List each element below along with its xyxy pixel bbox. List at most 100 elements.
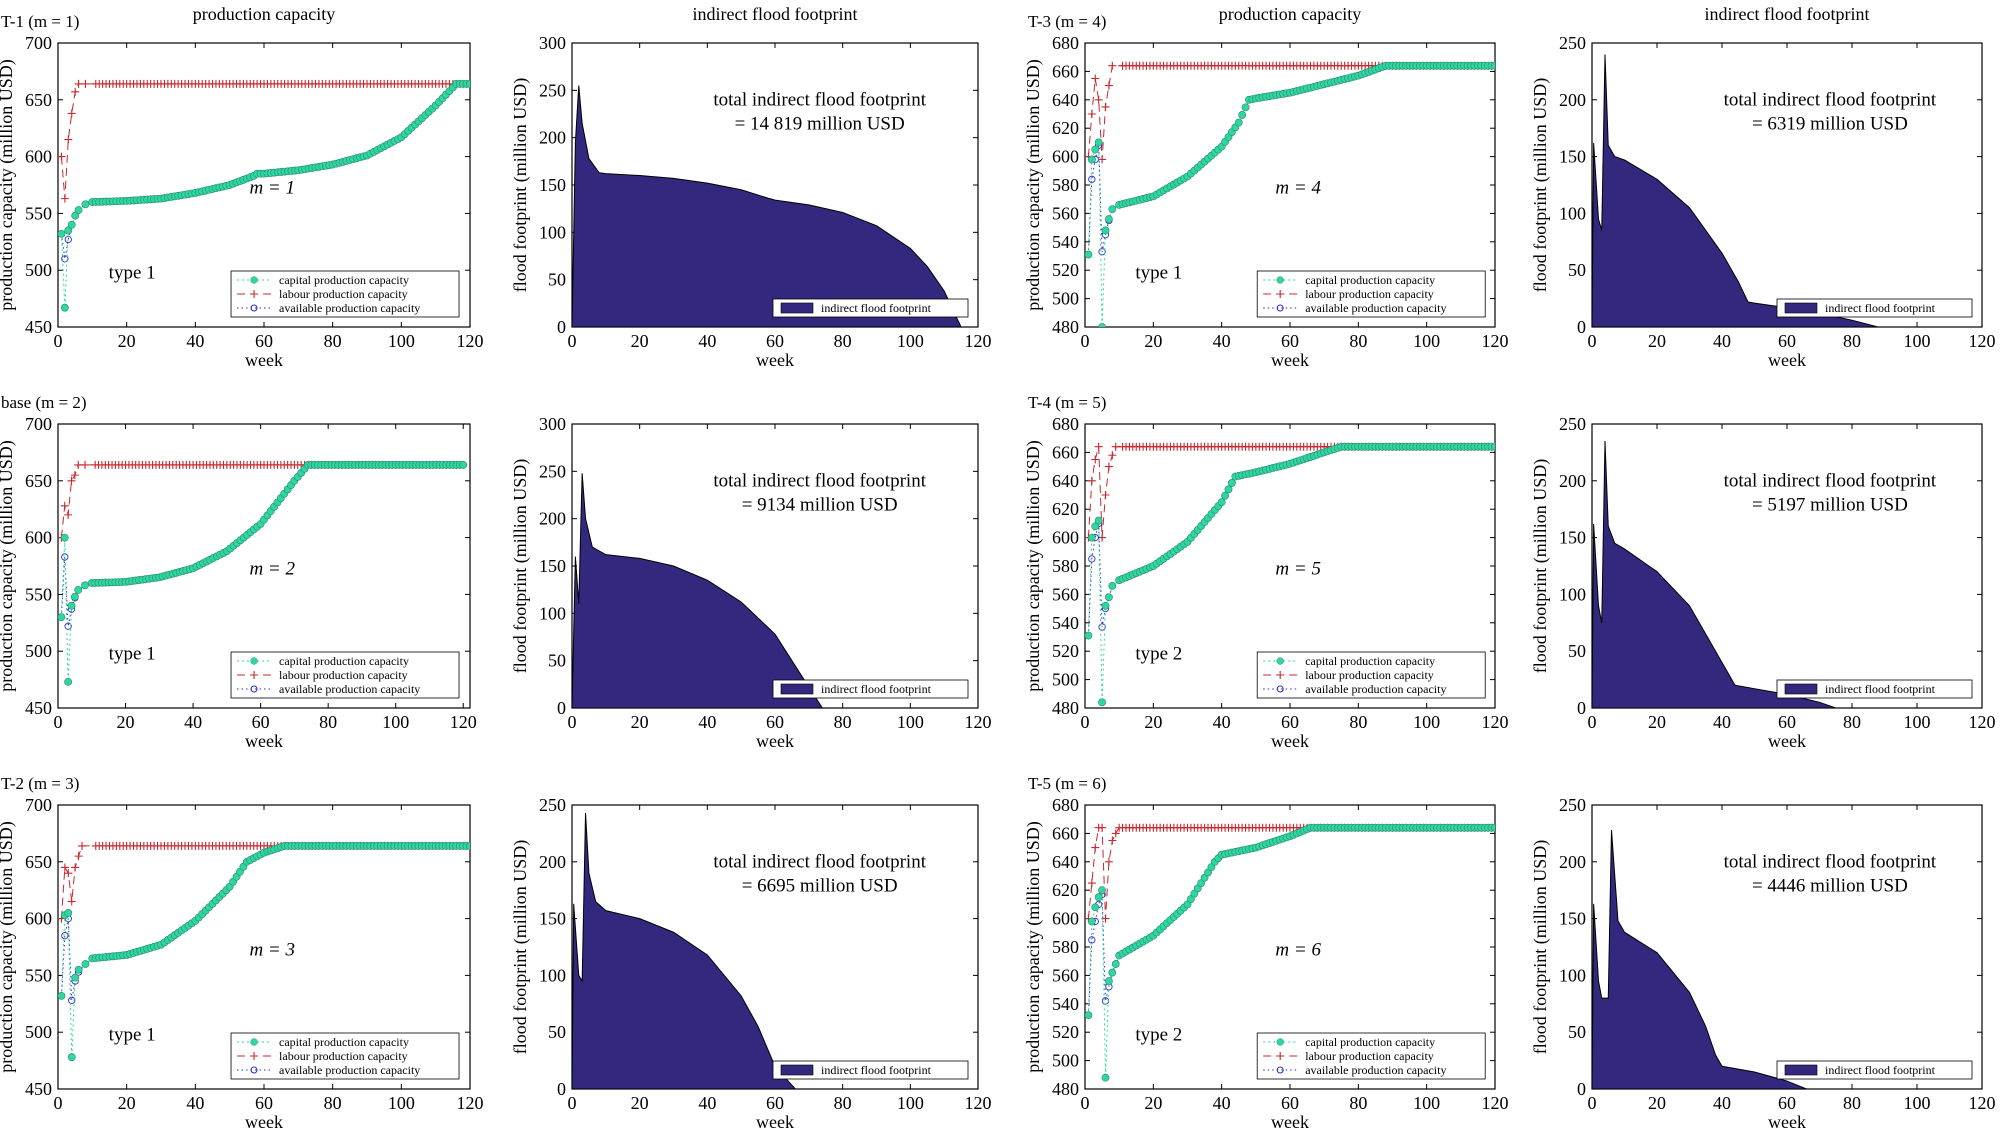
x-tick-label: 80 (834, 1093, 852, 1113)
y-tick-label: 0 (1577, 1079, 1586, 1099)
data-point (60, 501, 69, 510)
y-tick-label: 550 (25, 965, 52, 985)
y-tick-label: 250 (539, 461, 566, 481)
data-point (81, 581, 89, 590)
y-tick-label: 150 (539, 175, 566, 195)
legend-label: labour production capacity (279, 668, 408, 682)
panel-label: T-4 (m = 5) (1028, 393, 1106, 412)
chart-panel-4: indirect flood footprint 0 20 40 60 80 100 120 0… (1530, 4, 1996, 370)
y-tick-label: 250 (1559, 414, 1586, 434)
data-point (1105, 593, 1113, 602)
legend-marker (250, 290, 259, 298)
legend-label: labour production capacity (1305, 668, 1434, 682)
series-group (1085, 823, 1495, 1082)
x-tick-label: 120 (457, 331, 484, 351)
legend-marker (250, 1066, 258, 1074)
y-tick-label: 200 (539, 852, 566, 872)
legend-swatch (780, 683, 814, 695)
data-point (1101, 491, 1110, 499)
x-tick-label: 60 (255, 331, 273, 351)
annotation-line-1: total indirect flood footprint (1724, 470, 1937, 491)
x-tick-label: 100 (1904, 331, 1931, 351)
x-tick-label: 80 (1843, 712, 1861, 732)
legend-swatch (1784, 302, 1818, 314)
series-group (1085, 442, 1495, 707)
legend-marker (1276, 276, 1284, 284)
x-axis-label: week (756, 1112, 794, 1132)
x-tick-label: 120 (1482, 712, 1509, 732)
x-tick-label: 60 (252, 712, 270, 732)
data-point (1108, 581, 1117, 590)
series-group (58, 79, 470, 312)
x-tick-label: 0 (54, 331, 63, 351)
legend-swatch (1784, 683, 1818, 695)
legend-label: capital production capacity (279, 1035, 409, 1049)
data-point (1098, 323, 1106, 327)
data-point (74, 852, 83, 861)
x-tick-label: 120 (965, 712, 992, 732)
y-tick-label: 600 (1052, 909, 1079, 929)
data-point (1091, 145, 1100, 154)
data-point (61, 255, 69, 263)
legend (772, 1060, 969, 1080)
x-tick-label: 40 (1213, 1093, 1231, 1113)
data-point (1105, 977, 1113, 985)
x-tick-label: 40 (1213, 712, 1231, 732)
chart-title: production capacity (193, 4, 335, 24)
data-point (1224, 485, 1233, 494)
x-tick-label: 20 (1144, 712, 1162, 732)
y-axis-label: production capacity (million USD) (0, 821, 17, 1072)
annotation-m: m = 5 (1275, 559, 1321, 580)
chart-title: production capacity (1219, 4, 1361, 24)
y-axis-label: production capacity (million USD) (1023, 59, 1044, 310)
y-tick-label: 450 (25, 1079, 52, 1099)
x-tick-label: 20 (117, 712, 135, 732)
data-point (74, 965, 83, 974)
y-axis-label: production capacity (million USD) (1023, 440, 1044, 691)
series-group (572, 812, 796, 1089)
x-tick-label: 0 (1081, 712, 1090, 732)
x-tick-label: 40 (186, 331, 204, 351)
chart-panel-3: T-3 (m = 4) production capacity 0 20 40 60 80 1… (1023, 4, 1509, 370)
y-tick-label: 250 (1559, 33, 1586, 53)
data-point (1094, 893, 1103, 902)
x-tick-label: 60 (1281, 331, 1299, 351)
data-point (1098, 623, 1106, 631)
data-point (1104, 462, 1113, 471)
y-tick-label: 450 (25, 317, 52, 337)
data-point (1094, 442, 1103, 451)
legend-label: labour production capacity (279, 1049, 408, 1063)
data-point (1091, 455, 1100, 464)
legend-label: available production capacity (279, 301, 420, 315)
y-tick-label: 540 (1052, 994, 1079, 1014)
legend-label: indirect flood footprint (1825, 1063, 1936, 1077)
y-tick-label: 500 (1052, 670, 1079, 690)
annotation-type: type 1 (109, 263, 156, 284)
y-tick-label: 150 (1559, 528, 1586, 548)
x-tick-label: 100 (382, 712, 409, 732)
y-tick-label: 150 (539, 909, 566, 929)
data-point (1241, 103, 1250, 112)
x-tick-label: 120 (457, 1093, 484, 1113)
y-tick-label: 500 (25, 641, 52, 661)
x-tick-label: 20 (631, 331, 649, 351)
data-point (1108, 836, 1117, 845)
x-tick-label: 60 (1778, 1093, 1796, 1113)
legend-label: indirect flood footprint (1825, 301, 1936, 315)
data-point (1491, 823, 1495, 832)
panel-label: base (m = 2) (1, 393, 87, 412)
series-area (572, 473, 823, 708)
data-point (70, 592, 79, 601)
annotation-line-1: total indirect flood footprint (1724, 851, 1937, 872)
annotation-line-2: = 9134 million USD (742, 494, 898, 515)
data-point (61, 931, 69, 940)
y-tick-label: 0 (1577, 317, 1586, 337)
legend-label: labour production capacity (1305, 287, 1434, 301)
y-tick-label: 600 (25, 909, 52, 929)
x-tick-label: 100 (897, 331, 924, 351)
y-tick-label: 500 (1052, 1051, 1079, 1071)
x-tick-label: 0 (568, 712, 577, 732)
legend-label: capital production capacity (1305, 654, 1435, 668)
y-tick-label: 580 (1052, 556, 1079, 576)
x-tick-label: 80 (1843, 1093, 1861, 1113)
